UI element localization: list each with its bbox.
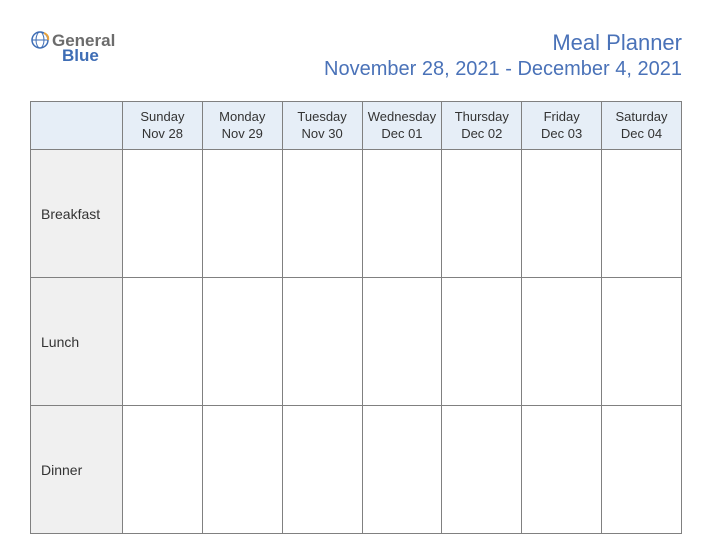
meal-cell: [362, 406, 442, 534]
day-header-tuesday: TuesdayNov 30: [282, 102, 362, 150]
meal-cell: [282, 150, 362, 278]
meal-cell: [362, 150, 442, 278]
globe-icon: [30, 30, 50, 50]
logo: General Blue: [30, 30, 115, 64]
table-row: Dinner: [31, 406, 682, 534]
meal-cell: [602, 278, 682, 406]
day-header-sunday: SundayNov 28: [123, 102, 203, 150]
meal-planner-table: SundayNov 28 MondayNov 29 TuesdayNov 30 …: [30, 101, 682, 534]
day-header-thursday: ThursdayDec 02: [442, 102, 522, 150]
meal-cell: [522, 406, 602, 534]
table-row: Breakfast: [31, 150, 682, 278]
meal-cell: [282, 278, 362, 406]
page-title: Meal Planner: [324, 30, 682, 56]
meal-cell: [522, 278, 602, 406]
date-range: November 28, 2021 - December 4, 2021: [324, 58, 682, 81]
meal-cell: [442, 406, 522, 534]
meal-label-lunch: Lunch: [31, 278, 123, 406]
meal-cell: [362, 278, 442, 406]
header-row: General Blue Meal Planner November 28, 2…: [30, 30, 682, 81]
day-header-friday: FridayDec 03: [522, 102, 602, 150]
meal-cell: [602, 406, 682, 534]
meal-cell: [123, 278, 203, 406]
title-block: Meal Planner November 28, 2021 - Decembe…: [324, 30, 682, 81]
table-corner: [31, 102, 123, 150]
day-header-monday: MondayNov 29: [202, 102, 282, 150]
meal-cell: [202, 278, 282, 406]
meal-cell: [202, 406, 282, 534]
meal-cell: [442, 150, 522, 278]
meal-label-dinner: Dinner: [31, 406, 123, 534]
meal-cell: [282, 406, 362, 534]
meal-cell: [123, 406, 203, 534]
meal-label-breakfast: Breakfast: [31, 150, 123, 278]
meal-cell: [522, 150, 602, 278]
day-header-wednesday: WednesdayDec 01: [362, 102, 442, 150]
meal-cell: [442, 278, 522, 406]
table-row: Lunch: [31, 278, 682, 406]
meal-cell: [202, 150, 282, 278]
meal-cell: [123, 150, 203, 278]
meal-cell: [602, 150, 682, 278]
day-header-saturday: SaturdayDec 04: [602, 102, 682, 150]
